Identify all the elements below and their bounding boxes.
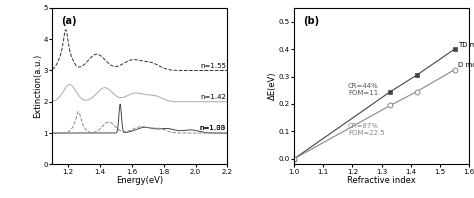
Text: n=1.42: n=1.42 bbox=[200, 94, 226, 100]
Text: n=1.55: n=1.55 bbox=[200, 63, 226, 69]
Y-axis label: Extinction(a.u.): Extinction(a.u.) bbox=[33, 54, 42, 118]
Text: (b): (b) bbox=[303, 16, 319, 26]
Text: CR=87%
FOM=22.5: CR=87% FOM=22.5 bbox=[348, 123, 385, 136]
Text: TD mode: TD mode bbox=[457, 42, 474, 48]
Text: n=1.00: n=1.00 bbox=[200, 126, 226, 131]
Text: n=1.33: n=1.33 bbox=[200, 126, 226, 131]
Text: D mode: D mode bbox=[457, 62, 474, 68]
Text: CR=44%
FOM=11: CR=44% FOM=11 bbox=[348, 83, 379, 96]
X-axis label: Energy(eV): Energy(eV) bbox=[116, 176, 164, 185]
Text: (a): (a) bbox=[61, 16, 76, 26]
Y-axis label: ΔE(eV): ΔE(eV) bbox=[268, 72, 277, 100]
X-axis label: Refractive index: Refractive index bbox=[347, 176, 416, 185]
